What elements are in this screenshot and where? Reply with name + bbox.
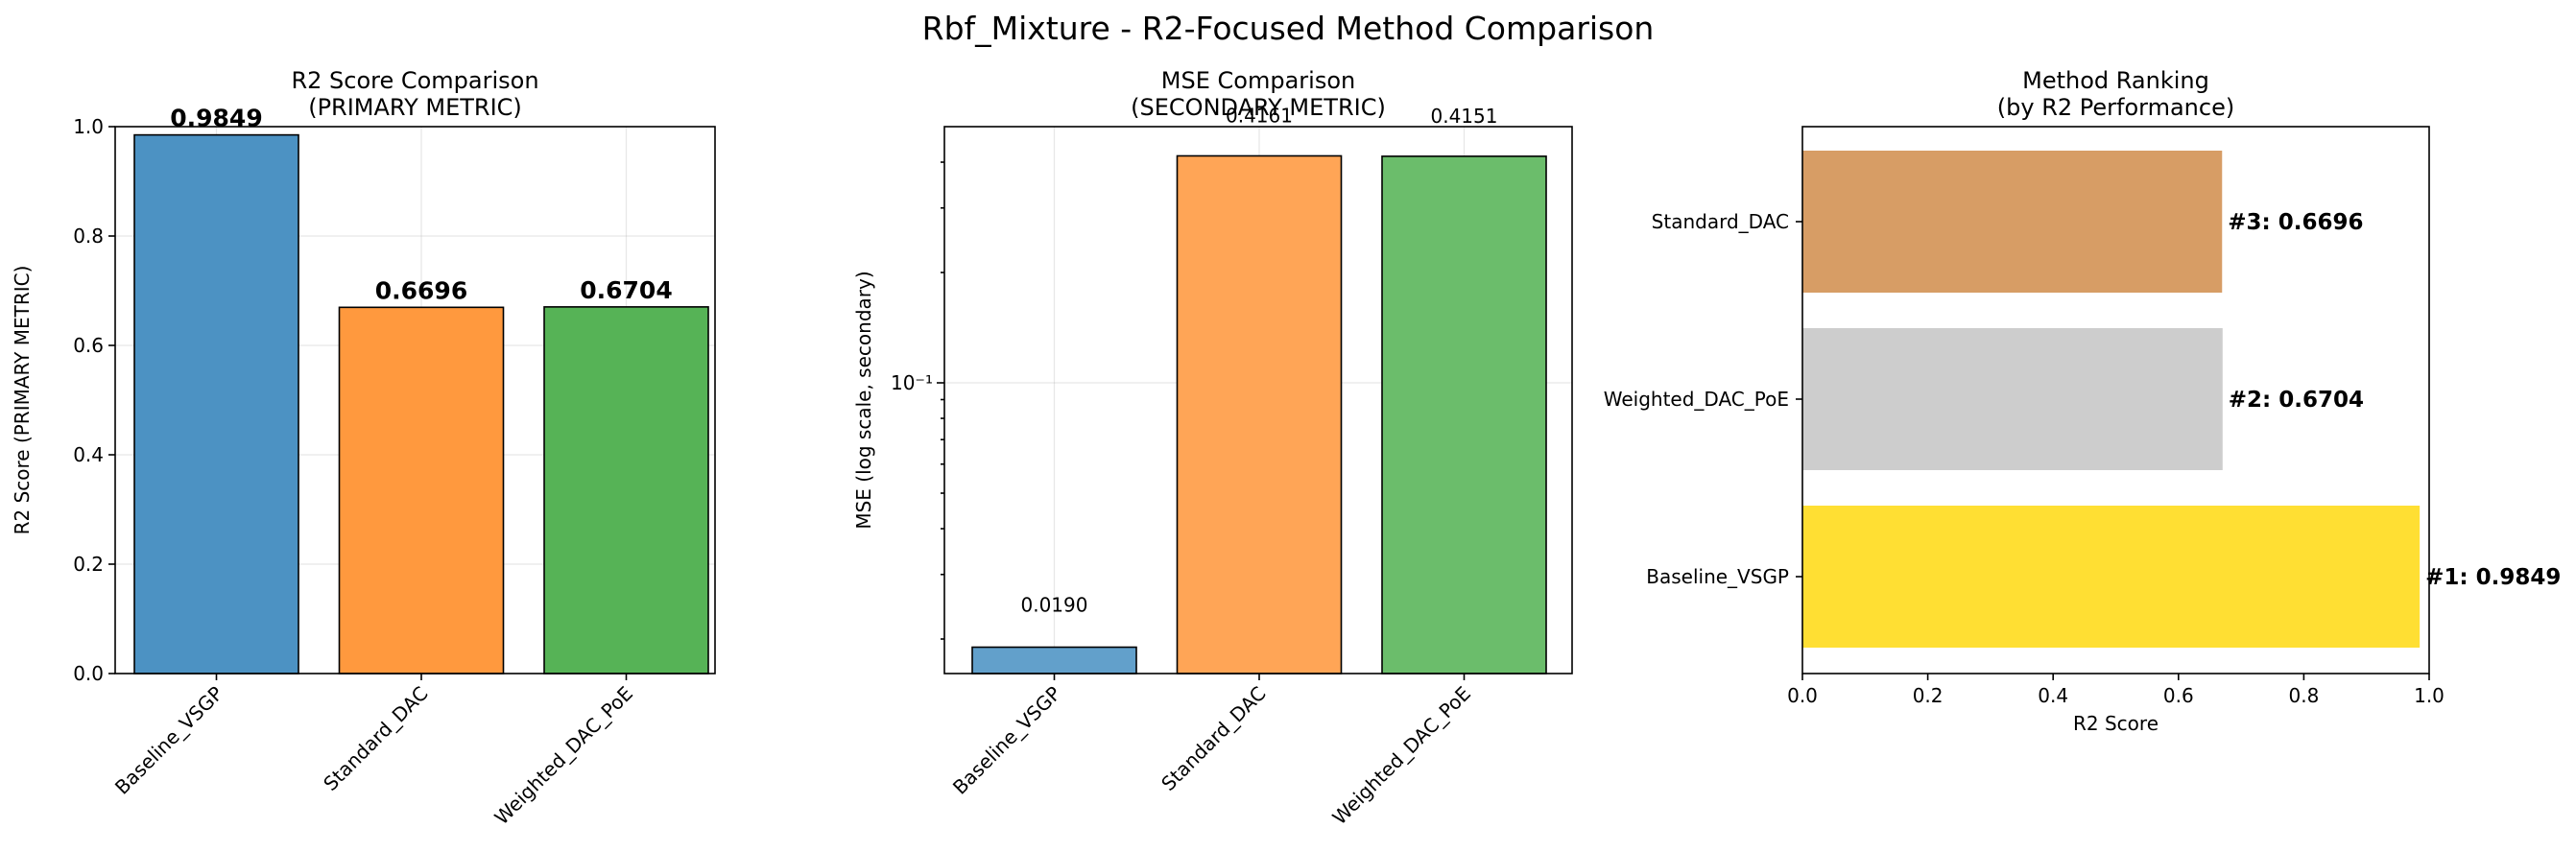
panel-title-mse-line-2: (SECONDARY METRIC)	[1131, 94, 1386, 121]
y-tick-label-Weighted_DAC_PoE: Weighted_DAC_PoE	[1604, 388, 1789, 411]
bar-Standard_DAC	[1802, 151, 2223, 293]
value-label-Baseline_VSGP: 0.0190	[1021, 594, 1088, 617]
x-axis-label: R2 Score	[2073, 712, 2159, 735]
ranking-panel: 0.0 0.2 0.4 0.6 0.8 1.0 #3: 0.6696 Standard_DAC…	[1604, 67, 2562, 735]
bar-Weighted_DAC_PoE	[1381, 155, 1547, 674]
y-tick-label: 10⁻¹	[891, 371, 933, 394]
x-tick-label-Standard_DAC: Standard_DAC	[1157, 682, 1270, 795]
y-tick-label: 0.2	[73, 553, 104, 576]
plot-frame	[1801, 126, 2430, 674]
value-label-Standard_DAC: 0.4161	[1226, 104, 1293, 127]
plot-frame	[114, 126, 716, 674]
bar-Standard_DAC	[1176, 154, 1343, 674]
y-tick-label: 0.6	[73, 334, 104, 357]
panel-title-r2-line-2: (PRIMARY METRIC)	[308, 94, 522, 121]
y-axis-label: MSE (log scale, secondary)	[852, 271, 875, 529]
panel-title-ranking-line-2: (by R2 Performance)	[1997, 94, 2234, 121]
y-tick-label-Standard_DAC: Standard_DAC	[1652, 210, 1789, 233]
value-label-Standard_DAC: 0.6696	[375, 276, 467, 304]
bar-Baseline_VSGP	[1802, 506, 2421, 648]
x-tick-label: 1.0	[2414, 684, 2445, 707]
y-tick-label: 0.4	[73, 443, 104, 466]
value-label-Baseline_VSGP: 0.9849	[170, 105, 262, 132]
x-tick-label: 0.4	[2038, 684, 2068, 707]
panel-title-mse-line-1: MSE Comparison	[1161, 67, 1355, 94]
x-tick-label: 0.8	[2288, 684, 2319, 707]
bar-Baseline_VSGP	[133, 133, 299, 674]
rank-label-Weighted_DAC_PoE: #2: 0.6704	[2229, 388, 2364, 413]
bar-Weighted_DAC_PoE	[543, 306, 709, 674]
panel-title-r2-line-1: R2 Score Comparison	[291, 67, 538, 94]
x-tick-label-Weighted_DAC_PoE: Weighted_DAC_PoE	[489, 682, 637, 830]
x-tick-label-Weighted_DAC_PoE: Weighted_DAC_PoE	[1327, 682, 1475, 830]
plot-frame	[943, 126, 1573, 674]
panel-title-ranking-line-1: Method Ranking	[2022, 67, 2209, 94]
value-label-Weighted_DAC_PoE: 0.4151	[1431, 105, 1498, 128]
x-tick-label-Standard_DAC: Standard_DAC	[319, 682, 432, 795]
rank-label-Baseline_VSGP: #1: 0.9849	[2425, 565, 2561, 590]
r2-score-panel: 0.0 0.2 0.4 0.6 0.8 1.0 0.9849 0.6696 0.6704 Base…	[11, 67, 716, 830]
x-tick-label-Baseline_VSGP: Baseline_VSGP	[948, 682, 1065, 799]
y-tick-label-Baseline_VSGP: Baseline_VSGP	[1646, 565, 1789, 588]
y-tick-label: 1.0	[73, 115, 104, 138]
bar-Standard_DAC	[338, 306, 505, 674]
rank-label-Standard_DAC: #3: 0.6696	[2228, 210, 2363, 235]
x-tick-label: 0.0	[1787, 684, 1818, 707]
y-tick-label: 0.8	[73, 225, 104, 248]
figure-title: Rbf_Mixture - R2-Focused Method Comparis…	[922, 10, 1655, 47]
mse-panel: 10⁻¹ 0.0190 0.4161 0.4151 Baseline_VSGP Stand…	[852, 67, 1573, 830]
y-axis-label: R2 Score (PRIMARY METRIC)	[11, 266, 34, 535]
x-tick-label: 0.2	[1913, 684, 1944, 707]
x-tick-label-Baseline_VSGP: Baseline_VSGP	[110, 682, 227, 799]
x-tick-label: 0.6	[2163, 684, 2194, 707]
bar-Baseline_VSGP	[971, 646, 1137, 674]
value-label-Weighted_DAC_PoE: 0.6704	[580, 276, 672, 304]
y-tick-label: 0.0	[73, 662, 104, 685]
bar-Weighted_DAC_PoE	[1802, 328, 2223, 470]
